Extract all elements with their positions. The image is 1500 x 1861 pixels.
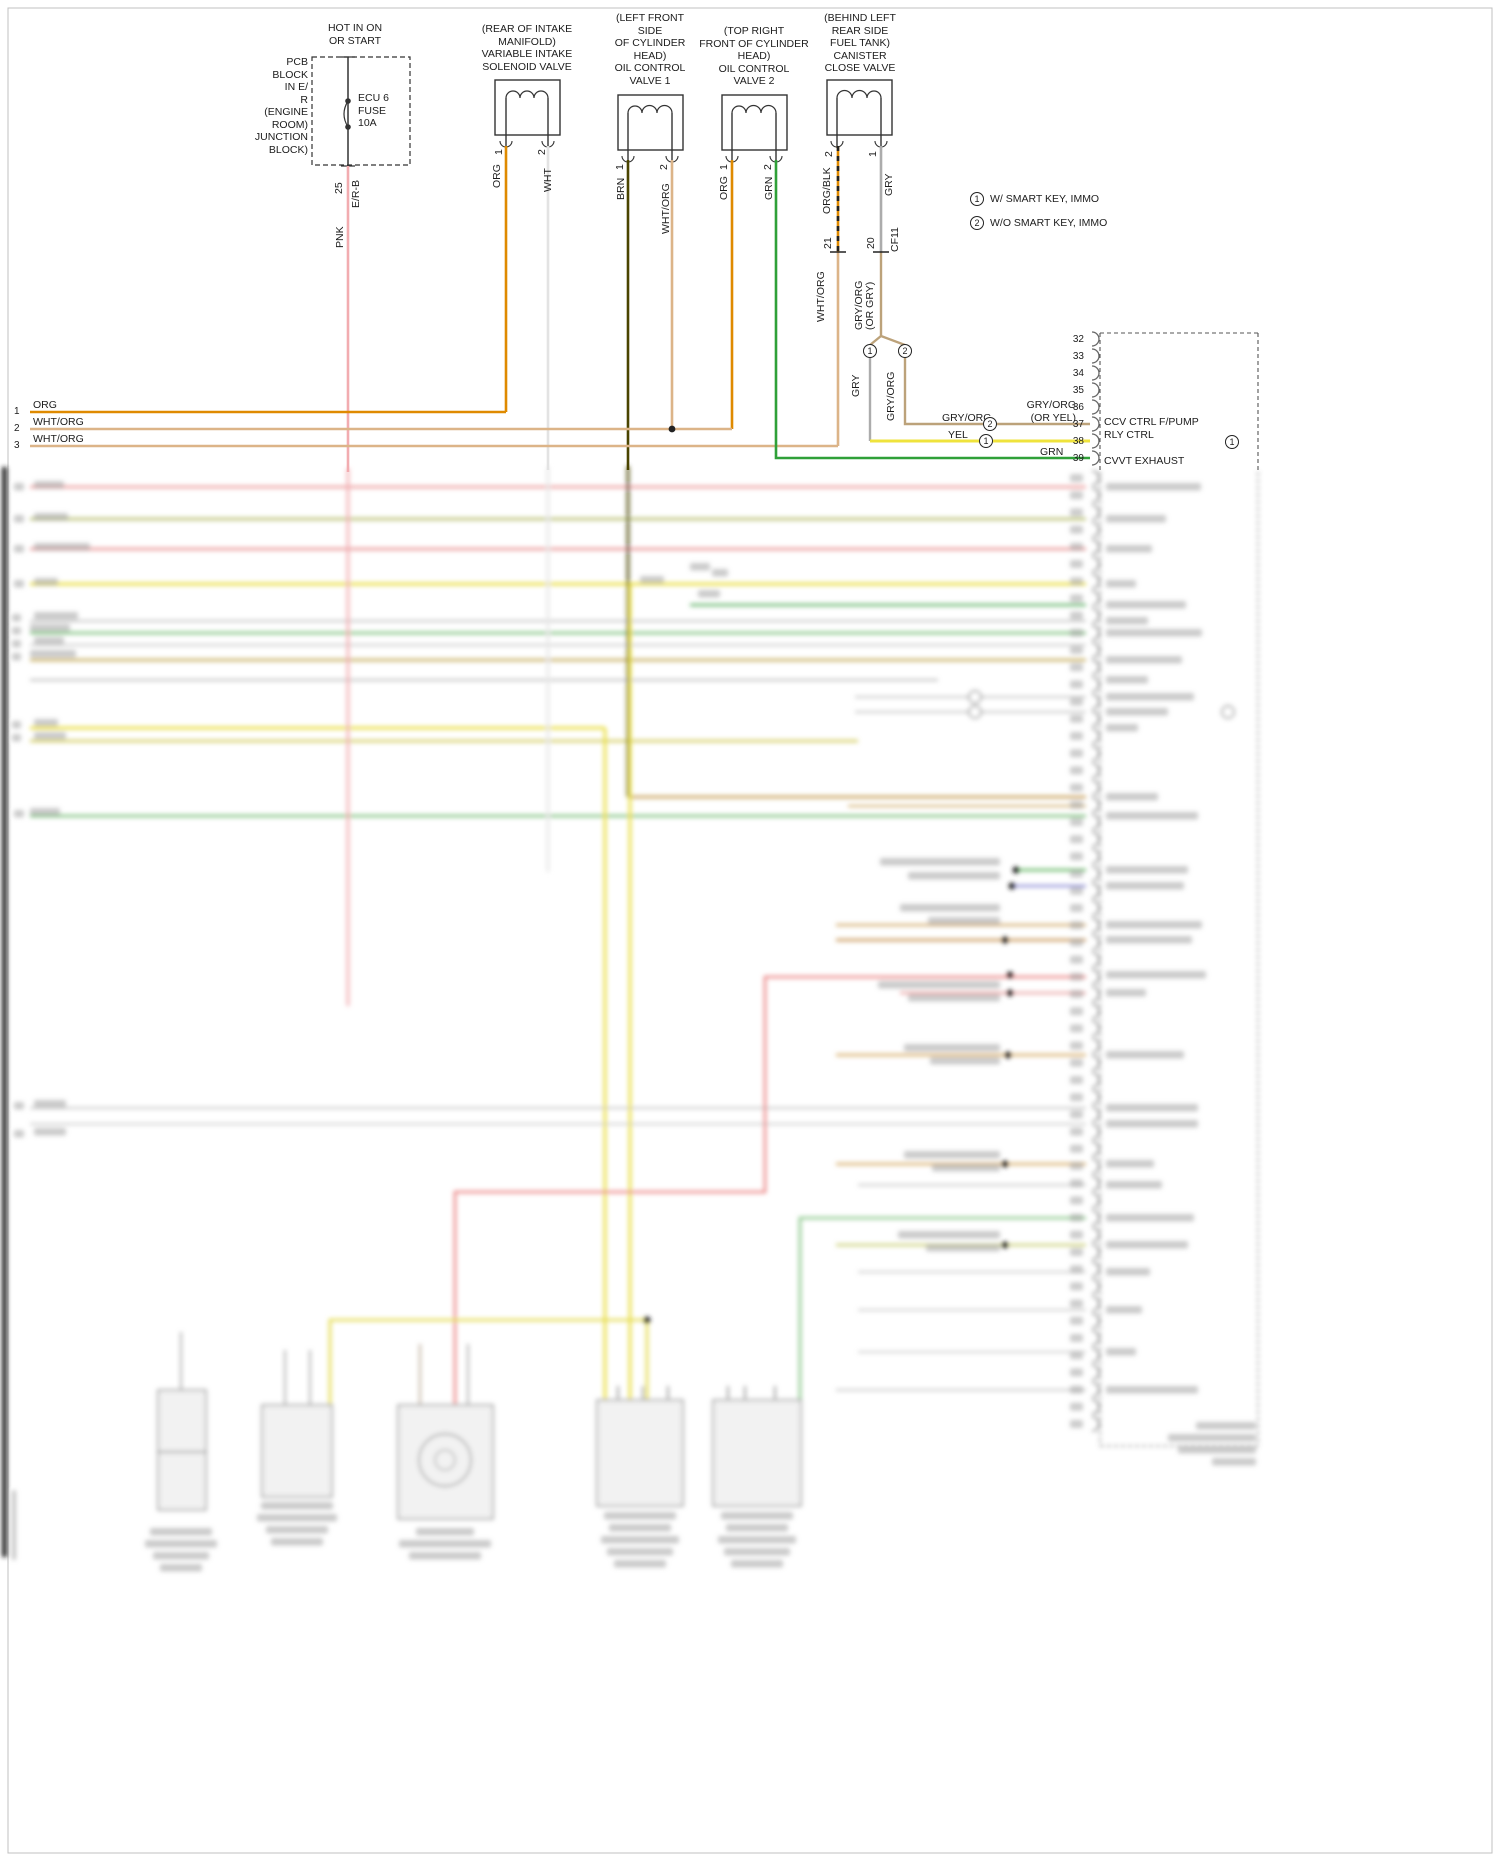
junction-block-label: PCB BLOCK IN E/ R (ENGINE ROOM) JUNCTION… — [254, 56, 308, 156]
wire-pnk-label: PNK — [334, 226, 346, 248]
valve-3-pin-right: 2 — [762, 164, 774, 170]
harness-connector-label: E/R-B — [350, 179, 362, 208]
valve-2-pin-left: 1 — [614, 164, 626, 170]
wire37-alt-label: GRY/ORG (OR YEL) — [1026, 399, 1076, 424]
ecm-row-39-label: CVVT EXHAUST — [1104, 455, 1185, 467]
wire37-marker: 2 — [983, 417, 997, 431]
inline-connector-name: CF11 — [889, 227, 901, 252]
wire37-color-label: GRY/ORG — [942, 412, 992, 424]
inline-pin-21: 21 — [822, 237, 834, 249]
valve-4-caption: (BEHIND LEFT REAR SIDE FUEL TANK) CANIST… — [824, 12, 896, 74]
branch-2-marker: 2 — [898, 344, 912, 358]
branch-gry-label: GRY — [850, 374, 862, 397]
wire-2-color: WHT/ORG — [33, 416, 84, 428]
inline-pin-20: 20 — [865, 237, 877, 249]
valve-3-caption: (TOP RIGHT FRONT OF CYLINDER HEAD) OIL C… — [699, 25, 809, 87]
valve-4-wire-right: GRY — [883, 173, 895, 196]
wire39-color-label: GRN — [1040, 446, 1064, 458]
valve-2-wire-left: BRN — [615, 177, 627, 200]
valve-1-caption: (REAR OF INTAKE MANIFOLD) VARIABLE INTAK… — [481, 23, 573, 73]
valve-2-pin-right: 2 — [658, 164, 670, 170]
ecm-pin-37: 37 — [1072, 419, 1084, 430]
wire38-color-label: YEL — [948, 429, 968, 441]
branch-1-marker: 1 — [863, 344, 877, 358]
valve-2-caption: (LEFT FRONT SIDE OF CYLINDER HEAD) OIL C… — [614, 12, 686, 87]
wire-3-color: WHT/ORG — [33, 433, 84, 445]
branch-gryorg-label: GRY/ORG — [885, 371, 897, 421]
ecm-pin-35: 35 — [1072, 385, 1084, 396]
valve-3-pin-left: 1 — [718, 164, 730, 170]
valve-1-wire-right: WHT — [542, 168, 554, 192]
valve-1-pin-left: 1 — [493, 149, 505, 155]
valve-3-wire-left: ORG — [718, 176, 730, 200]
legend-text-2: W/O SMART KEY, IMMO — [990, 217, 1108, 229]
wire-whtorg-below-cf11: WHT/ORG — [815, 271, 827, 322]
blurred-wiring-region — [2, 466, 1259, 1572]
ecm-pin-34: 34 — [1072, 368, 1084, 379]
fuse-label: ECU 6 FUSE 10A — [358, 92, 389, 129]
wire-3-number: 3 — [14, 440, 20, 451]
wire-gryorg-below-cf11: GRY/ORG (OR GRY) — [853, 280, 876, 330]
page-border — [7, 7, 1493, 1854]
schematic-layer — [30, 56, 1259, 472]
legend-marker-2: 2 — [970, 216, 984, 230]
wire-1-color: ORG — [33, 399, 57, 411]
wire-2-number: 2 — [14, 423, 20, 434]
valve-1-pin-right: 2 — [536, 149, 548, 155]
power-source-label: HOT IN ON OR START — [327, 22, 383, 47]
fuse-pin-number: 25 — [333, 182, 345, 194]
valve-3-wire-right: GRN — [763, 176, 775, 200]
ecm-pin-38: 38 — [1072, 436, 1084, 447]
wire38-marker: 1 — [979, 434, 993, 448]
junction-dot — [668, 425, 676, 433]
legend-marker-1: 1 — [970, 192, 984, 206]
valve-4-pin-right: 1 — [867, 151, 879, 157]
wire-layer — [30, 146, 1090, 472]
ecm-pin-33: 33 — [1072, 351, 1084, 362]
ecm-row-marker: 1 — [1225, 435, 1239, 449]
valve-2-wire-right: WHT/ORG — [660, 183, 672, 234]
legend-text-1: W/ SMART KEY, IMMO — [990, 193, 1100, 205]
ecm-connector — [1091, 331, 1259, 472]
valve-4-pin-left: 2 — [823, 151, 835, 157]
ecm-pin-32: 32 — [1072, 334, 1084, 345]
valve-1-wire-left: ORG — [491, 164, 503, 188]
ecm-pin-39: 39 — [1072, 453, 1084, 464]
wire-1-number: 1 — [14, 406, 20, 417]
valve-4-wire-left: ORG/BLK — [821, 167, 833, 214]
ecm-row-37-38-label: CCV CTRL F/PUMP RLY CTRL — [1104, 416, 1199, 441]
ecm-pin-36: 36 — [1072, 402, 1084, 413]
